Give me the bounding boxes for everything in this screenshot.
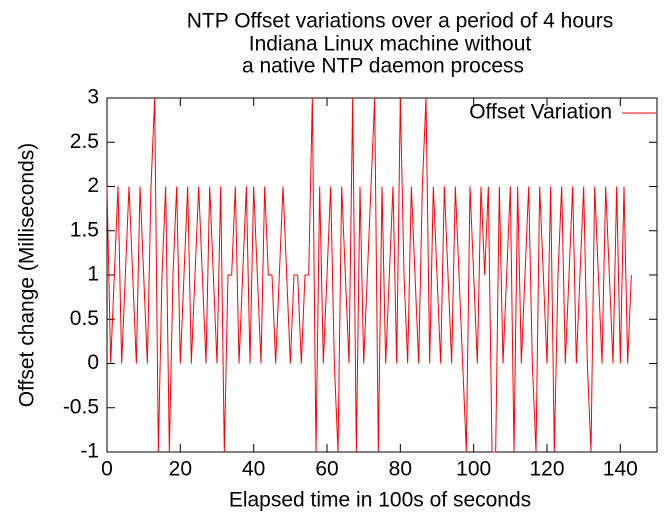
y-tick-label: 3 xyxy=(87,86,99,109)
y-tick-label: 2 xyxy=(87,174,99,197)
x-tick-label: 60 xyxy=(315,458,338,481)
y-tick-label: 0 xyxy=(87,351,99,374)
y-tick-label: -0.5 xyxy=(63,395,99,418)
data-line xyxy=(106,97,632,453)
y-tick-label: 2.5 xyxy=(70,130,99,153)
chart-title: Indiana Linux machine without xyxy=(249,33,532,56)
x-tick-label: 80 xyxy=(389,458,412,481)
y-axis-label: Offset change (Milliseconds) xyxy=(16,143,39,408)
x-axis-label: Elapsed time in 100s of seconds xyxy=(229,489,531,512)
x-tick-label: 120 xyxy=(529,458,564,481)
y-tick-label: 1.5 xyxy=(70,218,99,241)
x-tick-label: 20 xyxy=(169,458,192,481)
y-tick-label: -1 xyxy=(80,440,99,463)
y-tick-label: 0.5 xyxy=(70,307,99,330)
x-tick-label: 100 xyxy=(456,458,491,481)
chart-title: a native NTP daemon process xyxy=(242,55,524,78)
x-tick-label: 0 xyxy=(101,458,113,481)
chart-title: NTP Offset variations over a period of 4… xyxy=(187,10,613,33)
y-tick-label: 1 xyxy=(87,263,99,286)
x-tick-label: 140 xyxy=(603,458,638,481)
x-tick-label: 40 xyxy=(242,458,265,481)
legend-label: Offset Variation xyxy=(469,101,612,124)
